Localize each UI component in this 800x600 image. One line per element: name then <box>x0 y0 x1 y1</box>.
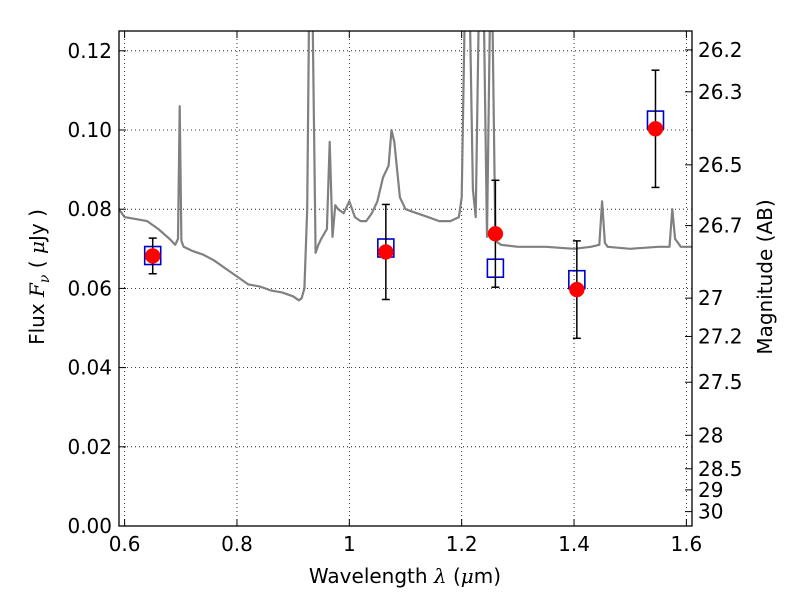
x-tick-label: 0.6 <box>109 532 141 556</box>
spectrum-line <box>119 31 692 302</box>
y-tick-label: 0.02 <box>67 435 112 459</box>
y2-tick-label: 27.2 <box>698 324 743 348</box>
observed-point <box>378 244 394 260</box>
y-tick-label: 0.00 <box>67 514 112 538</box>
plot-series <box>119 31 692 340</box>
x-tick-label: 0.8 <box>221 532 253 556</box>
y-tick-label: 0.06 <box>67 276 112 300</box>
observed-point <box>487 226 504 242</box>
x-axis-label: Wavelength λ (μm) <box>309 564 501 588</box>
observed-point <box>144 248 161 264</box>
y2-tick-label: 26.7 <box>698 214 743 238</box>
y-tick-label: 0.10 <box>67 118 112 142</box>
x-tick-label: 1.2 <box>446 532 478 556</box>
grid-lines <box>119 31 692 527</box>
y2-tick-label: 28.5 <box>698 457 743 481</box>
x-tick-label: 1 <box>343 532 356 556</box>
x-tick-label: 1.4 <box>558 532 590 556</box>
y2-tick-label: 27 <box>698 286 723 310</box>
observed-point <box>647 121 664 137</box>
x-tick-label: 1.6 <box>670 532 702 556</box>
y-tick-label: 0.04 <box>67 356 112 380</box>
y-tick-label: 0.12 <box>67 39 112 63</box>
observed-point <box>569 281 585 298</box>
y2-tick-label: 27.5 <box>698 370 743 394</box>
y2-tick-label: 26.2 <box>698 38 743 62</box>
plot-frame <box>118 30 693 527</box>
axes: 0.6 0.8 1 1.2 1.4 1.6 0.00 0.02 0.04 0.06 0.08 0.10… <box>67 30 743 556</box>
y2-tick-label: 26.5 <box>698 153 743 177</box>
y-tick-label: 0.08 <box>67 197 112 221</box>
y2-tick-label: 29 <box>698 478 723 502</box>
y2-tick-label: 30 <box>698 500 723 524</box>
y2-tick-label: 26.3 <box>698 80 743 104</box>
y2-axis-label: Magnitude (AB) <box>753 199 777 354</box>
y-axis-label: Flux Fν ( μJy ) <box>25 209 53 345</box>
y2-tick-label: 28 <box>698 423 723 447</box>
